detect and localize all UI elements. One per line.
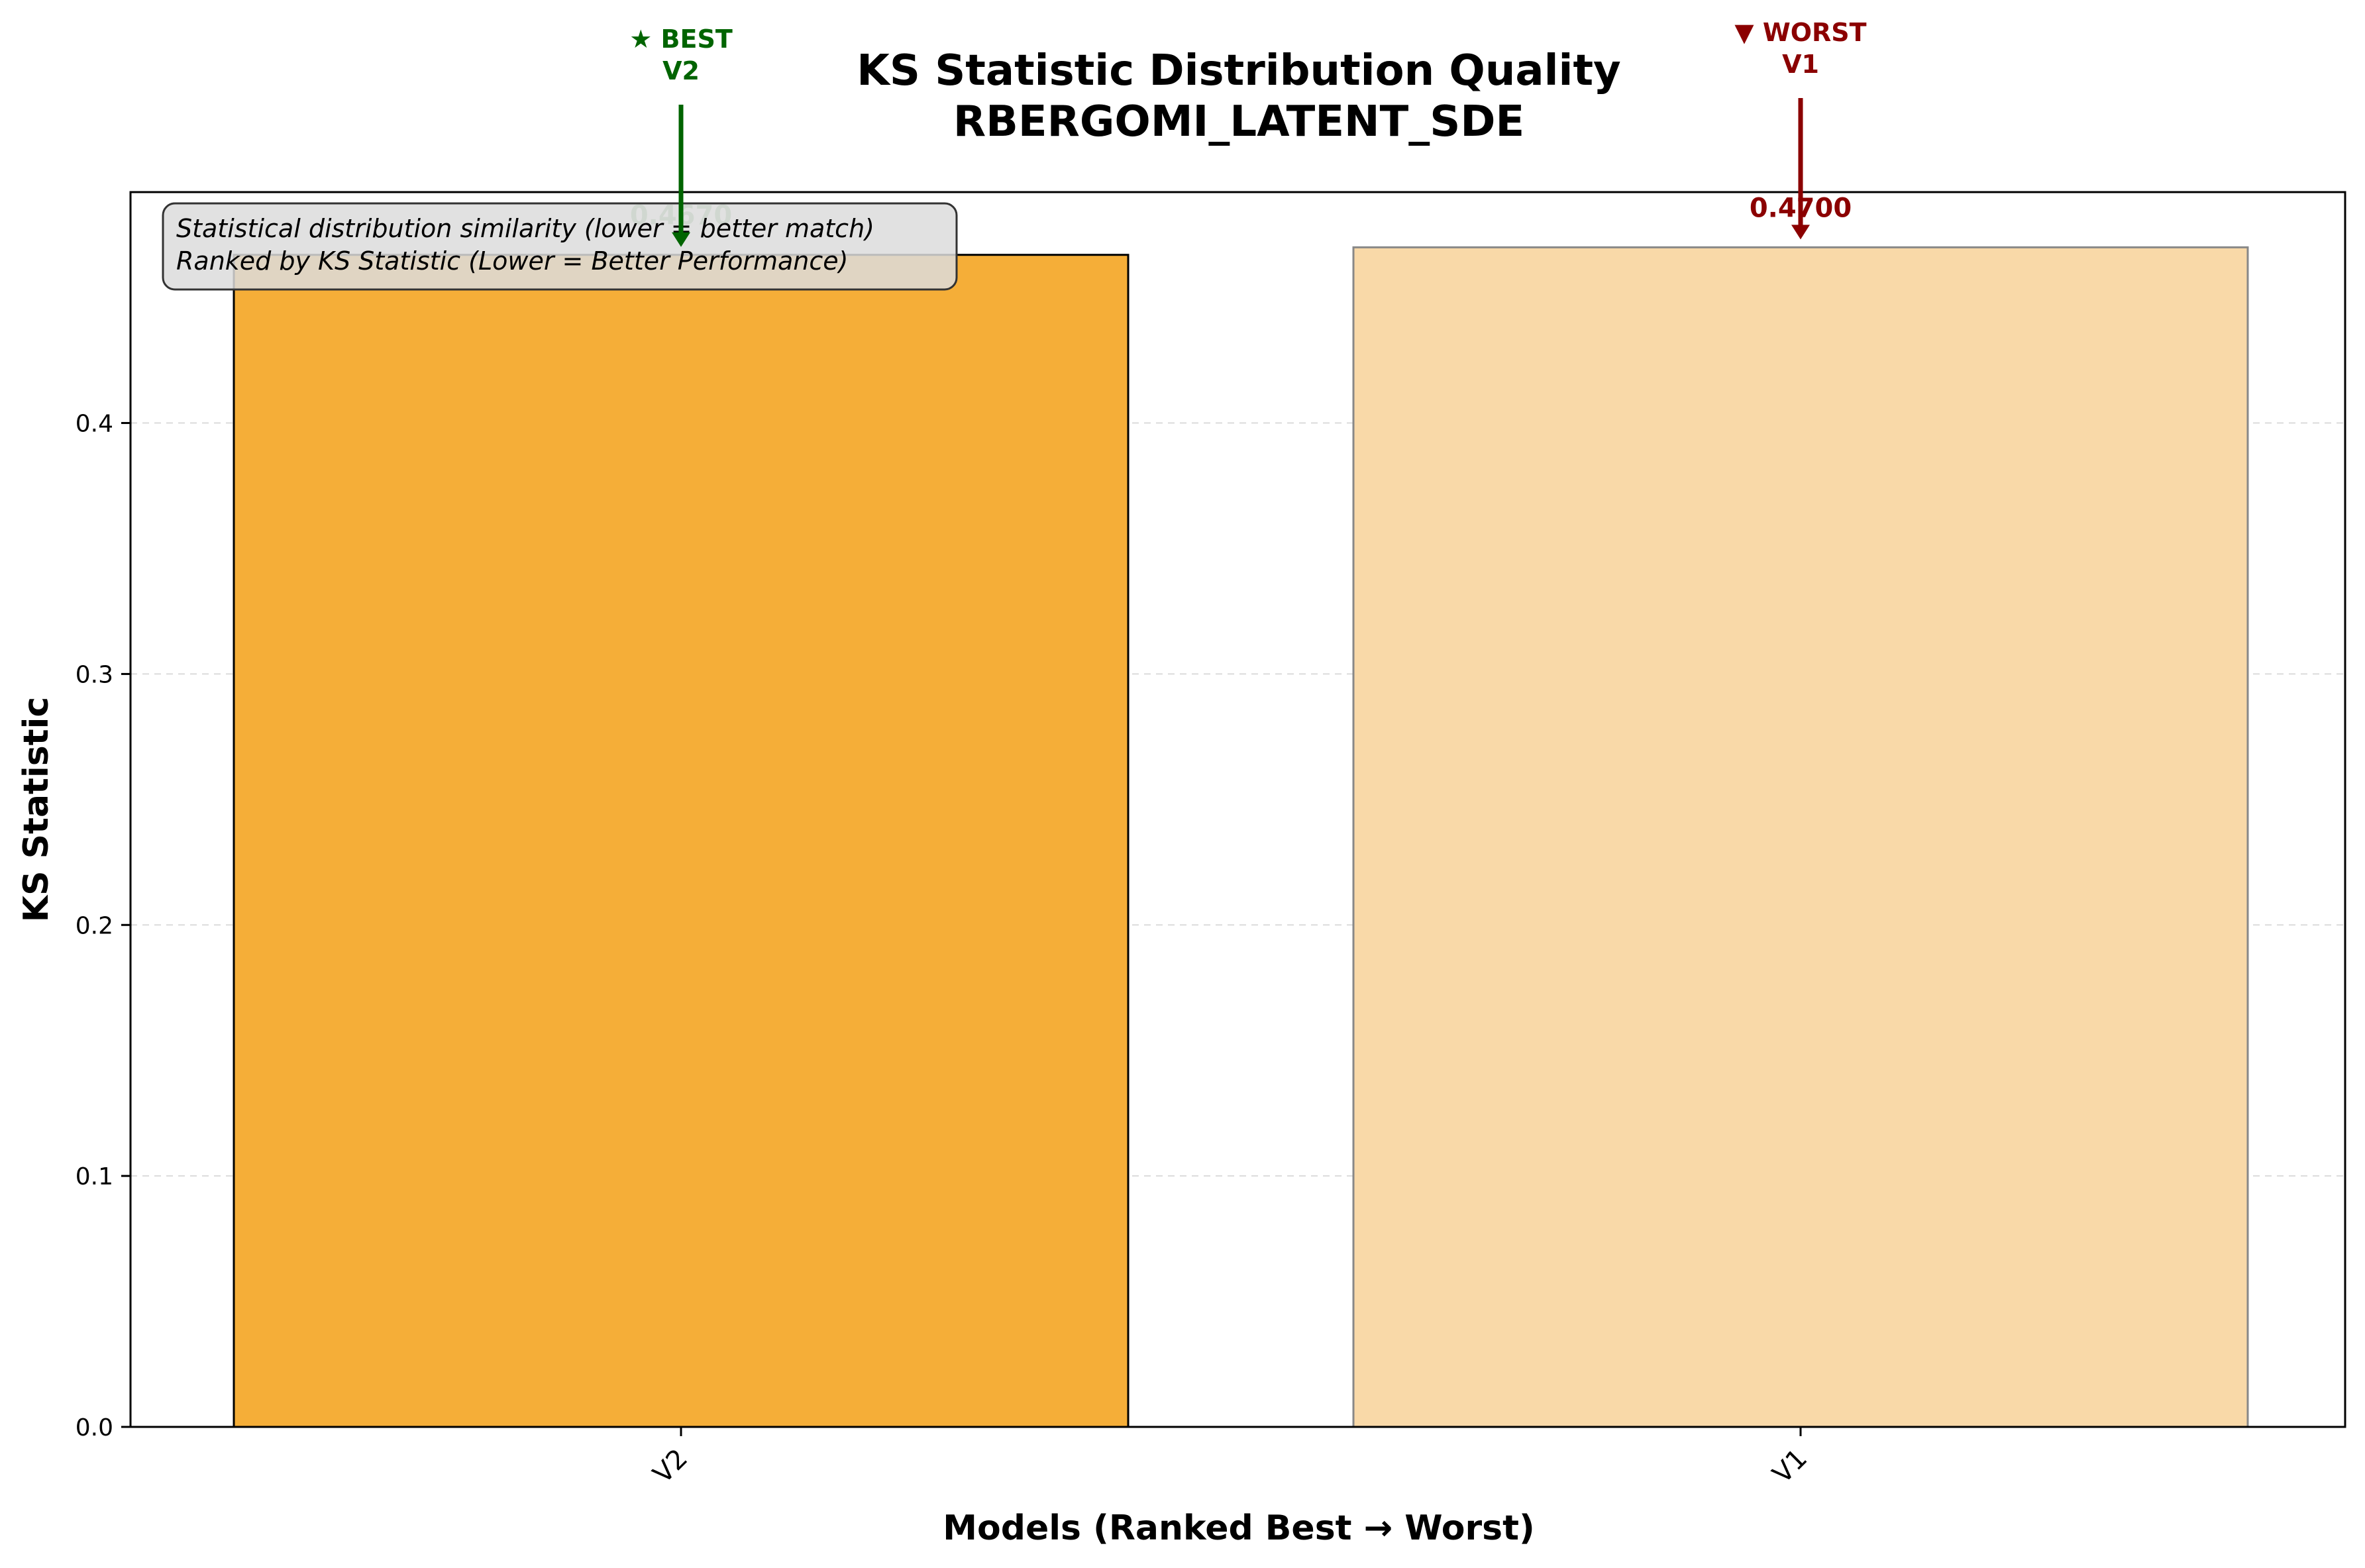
- plot-frame: [129, 191, 2346, 1428]
- worst-annotation-model-label: V1: [1782, 50, 1819, 79]
- y-tick-label: 0.2: [76, 912, 113, 939]
- worst-annotation-arrow-head: [1791, 225, 1810, 240]
- worst-annotation-label: ▼ WORST: [1734, 18, 1866, 47]
- note-line-1: Statistical distribution similarity (low…: [176, 214, 874, 243]
- y-tick-label: 0.1: [76, 1163, 113, 1190]
- best-annotation-arrow-head: [672, 232, 690, 247]
- chart-title: KS Statistic Distribution Quality: [857, 46, 1621, 95]
- y-axis-ticks: 0.0 0.1 0.2 0.3 0.4: [76, 411, 131, 1441]
- y-tick-label: 0.4: [76, 411, 113, 438]
- best-annotation-label: ★ BEST: [629, 25, 733, 54]
- bar-v2: [233, 254, 1130, 1428]
- bar-v1: [1352, 246, 2249, 1428]
- y-axis-label: KS Statistic: [17, 697, 56, 922]
- best-annotation-model-label: V2: [662, 56, 700, 85]
- y-tick-label: 0.0: [76, 1414, 113, 1441]
- note-box: Statistical distribution similarity (low…: [162, 202, 958, 291]
- bars-group: [233, 246, 2249, 1428]
- x-axis-label: Models (Ranked Best → Worst): [943, 1508, 1534, 1548]
- note-line-2: Ranked by KS Statistic (Lower = Better P…: [176, 246, 848, 276]
- chart-subtitle: RBERGOMI_LATENT_SDE: [953, 97, 1524, 146]
- y-tick-label: 0.3: [76, 661, 113, 688]
